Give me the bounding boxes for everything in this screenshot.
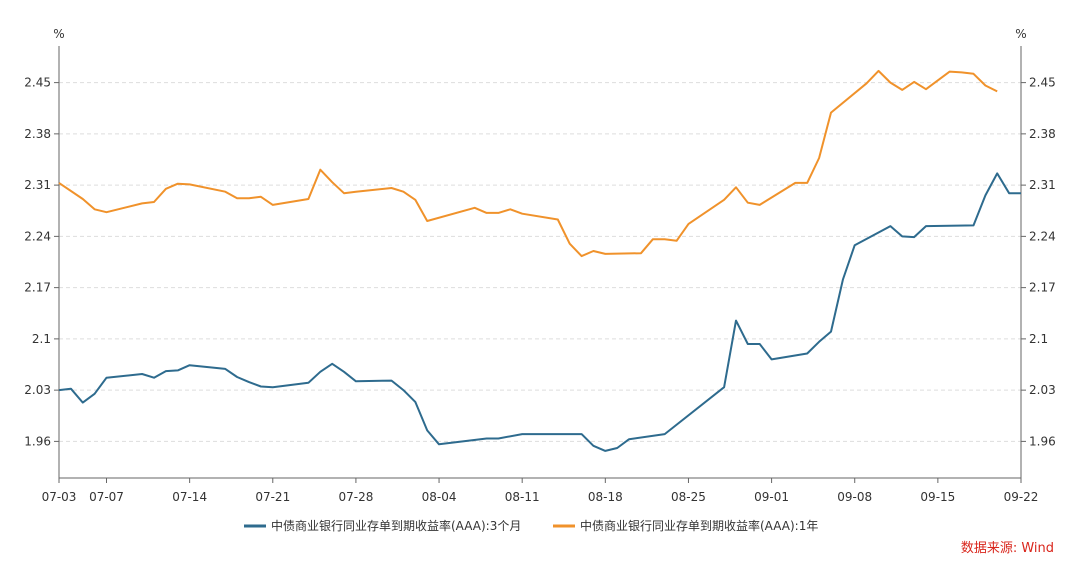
y-tick-label-left: 2.38 xyxy=(24,127,51,141)
y-tick-label-right: 2.38 xyxy=(1029,127,1056,141)
data-source-note: 数据来源: Wind xyxy=(960,541,1054,556)
x-tick-label: 07-21 xyxy=(255,490,290,504)
gridlines xyxy=(59,82,1021,442)
x-tick-label: 07-07 xyxy=(89,490,124,504)
y-tick-label-left: 2.03 xyxy=(24,383,51,397)
x-tick-label: 09-01 xyxy=(754,490,789,504)
x-tick-label: 09-15 xyxy=(920,490,955,504)
y-tick-label-right: 2.03 xyxy=(1029,383,1056,397)
y-tick-label-right: 2.45 xyxy=(1029,76,1056,90)
y-tick-label-left: 2.31 xyxy=(24,178,51,192)
series-line-3m xyxy=(58,172,1021,452)
right-axis-unit: % xyxy=(1015,27,1026,41)
y-tick-label-left: 2.24 xyxy=(24,229,51,243)
x-tick-label: 08-11 xyxy=(505,490,540,504)
legend-label-1y: 中债商业银行同业存单到期收益率(AAA):1年 xyxy=(580,518,818,533)
y-tick-label-right: 2.1 xyxy=(1029,332,1048,346)
legend: 中债商业银行同业存单到期收益率(AAA):3个月 中债商业银行同业存单到期收益率… xyxy=(244,518,818,533)
x-tick-label: 08-25 xyxy=(671,490,706,504)
left-axis-unit: % xyxy=(53,27,64,41)
y-tick-label-left: 2.45 xyxy=(24,76,51,90)
x-tick-labels: 07-03 07-07 07-14 07-21 07-28 08-04 08-11 08-18… xyxy=(42,478,1039,504)
x-tick-label: 09-22 xyxy=(1004,490,1039,504)
x-tick-label: 07-28 xyxy=(338,490,373,504)
x-tick-label: 07-03 xyxy=(42,490,77,504)
y-tick-label-left: 2.17 xyxy=(24,281,51,295)
y-tick-label-right: 2.17 xyxy=(1029,281,1056,295)
y-tick-labels: 1.96 1.96 2.03 2.03 2.1 2.1 2.17 2.17 2.24 2.24 2.… xyxy=(24,76,1055,449)
series-lines xyxy=(58,69,1021,452)
y-tick-label-left: 1.96 xyxy=(24,434,51,448)
x-tick-label: 08-04 xyxy=(422,490,457,504)
y-tick-label-right: 2.31 xyxy=(1029,178,1056,192)
x-tick-label: 09-08 xyxy=(837,490,872,504)
y-tick-label-left: 2.1 xyxy=(32,332,51,346)
x-tick-label: 07-14 xyxy=(172,490,207,504)
y-tick-label-right: 1.96 xyxy=(1029,434,1056,448)
x-tick-label: 08-18 xyxy=(588,490,623,504)
y-tick-label-right: 2.24 xyxy=(1029,229,1056,243)
series-line-1y xyxy=(58,69,998,258)
legend-label-3m: 中债商业银行同业存单到期收益率(AAA):3个月 xyxy=(271,518,521,533)
